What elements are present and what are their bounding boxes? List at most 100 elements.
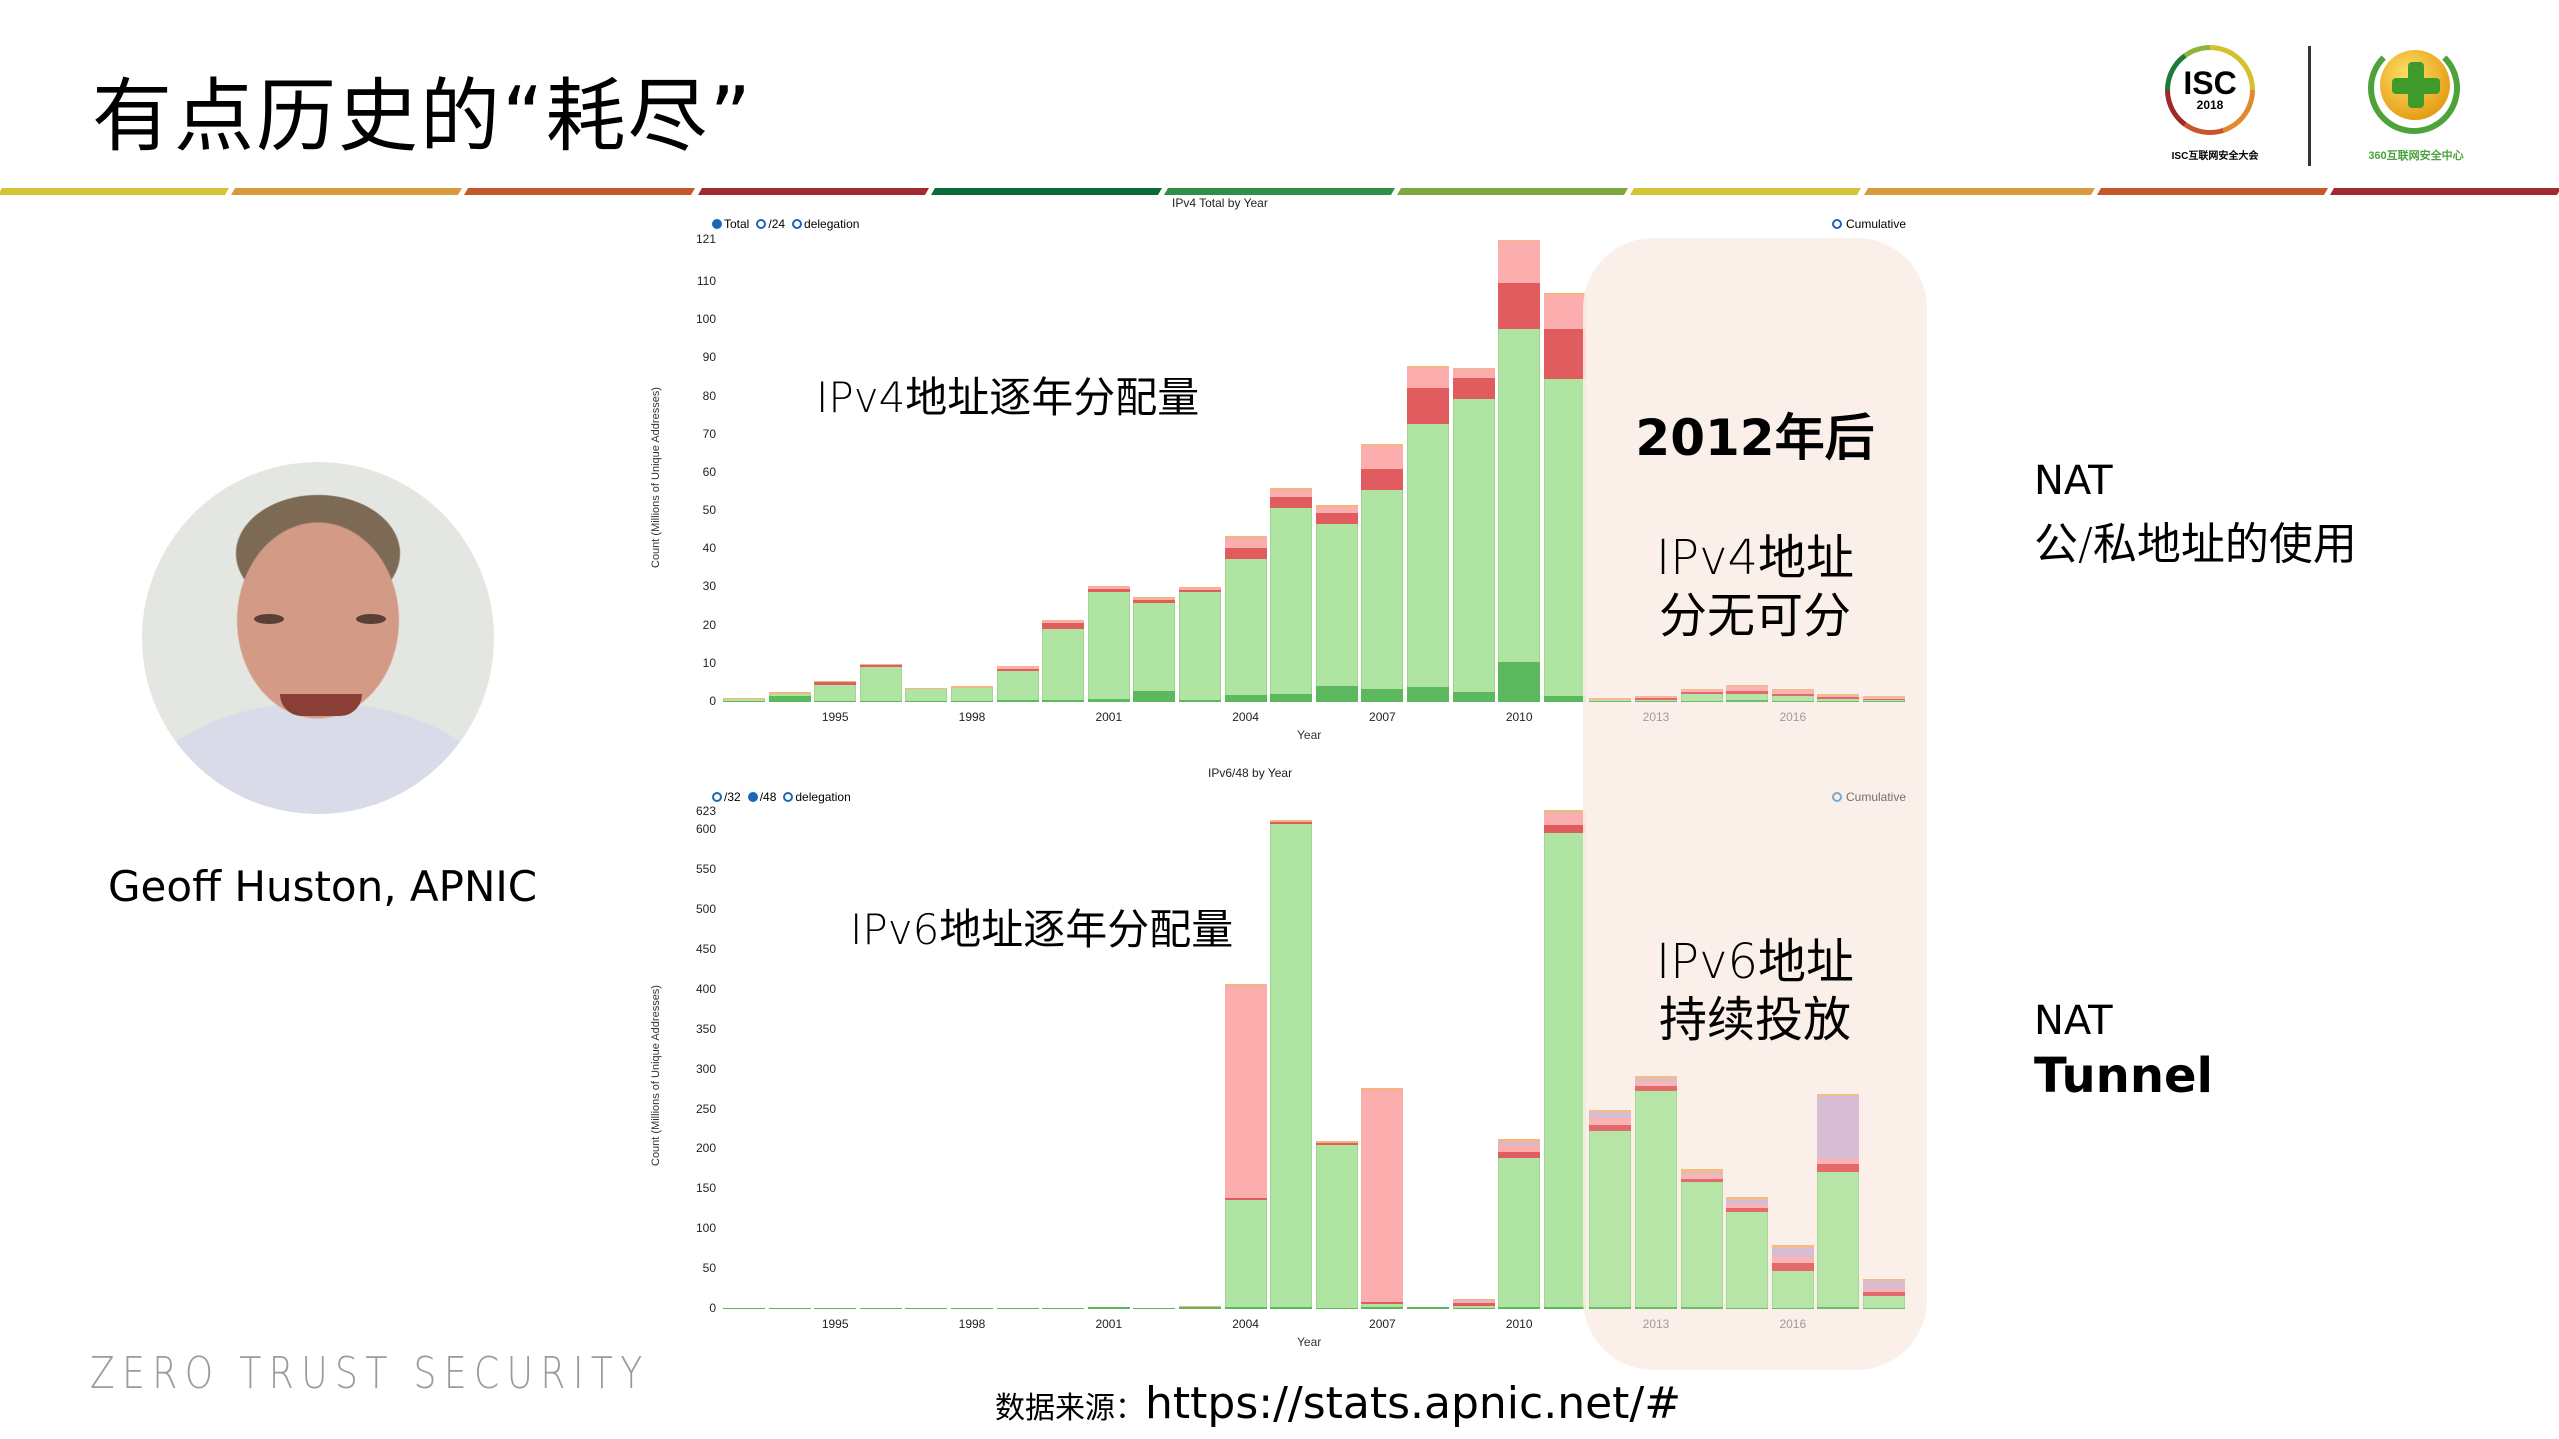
bar-2005[interactable] [1270,819,1313,1309]
bar-2012[interactable] [1589,698,1632,702]
bar-2006[interactable] [1315,505,1358,702]
bar-segment-base [1087,1307,1130,1309]
bar-2010[interactable] [1498,1139,1541,1309]
bar-segment-base [1452,691,1495,702]
bar-segment-red [1817,1164,1860,1173]
bar-2017[interactable] [1817,1093,1860,1309]
bar-segment-main [1726,1212,1769,1308]
radio-unselected-icon[interactable] [1832,792,1842,802]
bar-1995[interactable] [814,680,857,702]
bar-segment-top [1361,444,1404,447]
legend-option-delegation[interactable]: delegation [792,217,859,231]
legend-option-24[interactable]: /24 [756,217,785,231]
bar-1999[interactable] [996,1306,1039,1309]
bar-2003[interactable] [1179,587,1221,702]
legend-option-48[interactable]: /48 [747,790,776,804]
x-axis-tick: 2007 [1369,710,1396,724]
bar-1996[interactable] [859,1306,902,1309]
bar-segment-purple [1452,1300,1495,1302]
radio-unselected-icon[interactable] [792,219,803,229]
radio-unselected-icon[interactable] [756,219,767,229]
bar-2015[interactable] [1726,1197,1769,1309]
bar-2015[interactable] [1726,684,1769,702]
y-axis-tick: 150 [695,1181,716,1196]
bar-2006[interactable] [1315,1141,1358,1309]
bar-segment-purple [1817,1095,1860,1158]
bar-2005[interactable] [1270,488,1313,702]
bar-2010[interactable] [1498,239,1541,702]
bar-2007[interactable] [1361,444,1404,702]
legend-option-Total[interactable]: Total [712,217,749,231]
y-axis-tick: 80 [702,388,716,403]
bar-segment-main [1315,523,1358,686]
data-source-link[interactable]: https://stats.apnic.net/# [1145,1378,1682,1429]
x-axis-tick: 2013 [1642,710,1670,724]
radio-unselected-icon[interactable] [712,792,722,802]
bar-segment-main [1635,699,1677,701]
bar-1998[interactable] [951,685,993,702]
bar-segment-purple [1498,1142,1541,1145]
bar-2014[interactable] [1680,1169,1723,1309]
bar-segment-main [1635,1091,1677,1308]
bar-1999[interactable] [996,665,1039,702]
bar-segment-red [1863,698,1905,700]
bar-1995[interactable] [814,1306,857,1309]
y-axis-tick: 250 [695,1101,716,1116]
laurel-wreath-icon [2368,42,2460,134]
bar-1997[interactable] [905,1306,948,1309]
bar-segment-pink [1817,1158,1860,1165]
bar-2002[interactable] [1133,1306,1176,1309]
bar-2011[interactable] [1543,810,1586,1309]
bar-2017[interactable] [1817,694,1860,702]
bar-2007[interactable] [1361,1088,1404,1309]
bar-2002[interactable] [1133,596,1176,702]
legend-option-32[interactable]: /32 [712,790,741,804]
bar-2000[interactable] [1042,619,1085,702]
radio-unselected-icon[interactable] [1832,219,1842,229]
bar-2013[interactable] [1635,1076,1677,1309]
bar-segment-main [905,688,948,701]
bar-2009[interactable] [1452,367,1495,702]
bar-segment-main [1452,398,1495,692]
bar-1993[interactable] [723,1306,765,1309]
chart-title: IPv4 Total by Year [1172,196,1268,210]
cumulative-toggle[interactable]: Cumulative [1832,217,1906,231]
bar-2016[interactable] [1771,1245,1814,1309]
radio-selected-icon[interactable] [747,792,758,802]
bar-2014[interactable] [1680,688,1723,702]
bar-segment-top [1589,1109,1632,1112]
legend-label: /24 [768,217,786,231]
bar-2004[interactable] [1224,535,1267,702]
public-private-address-note: 公/私地址的使用 [2034,519,2357,570]
bar-2009[interactable] [1452,1298,1495,1309]
bar-2008[interactable] [1407,1306,1449,1309]
bar-2012[interactable] [1589,1109,1632,1309]
bar-2013[interactable] [1635,696,1677,702]
bar-2018[interactable] [1863,696,1905,702]
bar-segment-main [1042,628,1085,700]
bar-1997[interactable] [905,687,948,702]
y-axis-tick: 121 [695,232,716,246]
bar-2008[interactable] [1407,366,1449,702]
bar-2000[interactable] [1042,1306,1085,1309]
bar-1994[interactable] [768,692,811,702]
bar-2016[interactable] [1771,688,1814,702]
band-segment [464,188,696,195]
bar-2018[interactable] [1863,1278,1905,1309]
bar-2003[interactable] [1179,1305,1221,1309]
radio-selected-icon[interactable] [712,219,722,229]
bar-2001[interactable] [1087,1306,1130,1309]
bar-2001[interactable] [1087,585,1130,702]
bar-2004[interactable] [1224,984,1267,1309]
bar-segment-main [1498,1158,1541,1308]
bar-1994[interactable] [768,1306,811,1309]
cumulative-toggle[interactable]: Cumulative [1832,790,1906,804]
bar-segment-main [1543,378,1586,697]
legend-option-delegation[interactable]: delegation [783,790,851,804]
bar-1996[interactable] [859,663,902,702]
bar-2011[interactable] [1543,293,1586,702]
bar-1993[interactable] [723,698,765,702]
bar-1998[interactable] [951,1306,993,1309]
band-segment [1163,188,1396,195]
radio-unselected-icon[interactable] [783,792,794,802]
